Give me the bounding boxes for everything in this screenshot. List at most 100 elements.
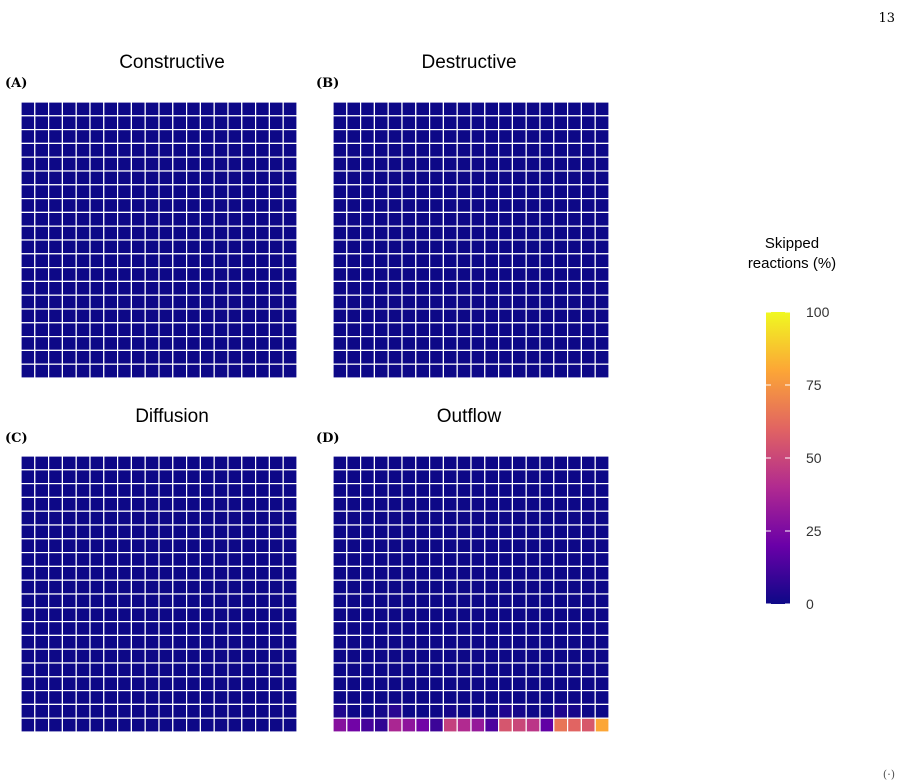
heatmap-cell	[484, 524, 500, 540]
heatmap-cell	[539, 336, 555, 352]
heatmap-cell	[456, 648, 472, 664]
heatmap-cell	[130, 170, 146, 186]
heatmap-cell	[34, 455, 50, 471]
heatmap-cell	[213, 170, 229, 186]
heatmap-cell	[525, 579, 541, 595]
heatmap-cell	[61, 551, 77, 567]
heatmap-cell	[144, 496, 160, 512]
heatmap-cell	[470, 101, 486, 117]
heatmap-cell	[186, 607, 202, 623]
heatmap-cell	[255, 662, 271, 678]
heatmap-cell	[387, 676, 403, 692]
heatmap-cell	[442, 469, 458, 485]
heatmap-cell	[594, 676, 610, 692]
heatmap-cell	[373, 593, 389, 609]
heatmap-cell	[525, 322, 541, 338]
heatmap-cell	[61, 308, 77, 324]
heatmap-cell	[241, 170, 257, 186]
heatmap-cell	[116, 510, 132, 526]
heatmap-cell	[387, 349, 403, 365]
heatmap-cell	[415, 607, 431, 623]
heatmap-cell	[61, 101, 77, 117]
heatmap-cell	[89, 198, 105, 214]
heatmap-cell	[429, 593, 445, 609]
heatmap-cell	[360, 184, 376, 200]
heatmap-cell	[360, 662, 376, 678]
heatmap-cell	[429, 689, 445, 705]
heatmap-cell	[373, 483, 389, 499]
heatmap-cell	[360, 349, 376, 365]
heatmap-cell	[484, 280, 500, 296]
heatmap-cell	[241, 211, 257, 227]
heatmap-cell	[20, 676, 36, 692]
heatmap-cell	[332, 689, 348, 705]
heatmap-cell	[401, 524, 417, 540]
heatmap-cell	[268, 280, 284, 296]
heatmap-cell	[268, 648, 284, 664]
heatmap-cell	[186, 349, 202, 365]
heatmap-cell	[429, 267, 445, 283]
heatmap-cell	[373, 253, 389, 269]
heatmap-cell	[158, 322, 174, 338]
heatmap-cell	[172, 538, 188, 554]
heatmap-cell	[199, 455, 215, 471]
heatmap-cell	[144, 198, 160, 214]
heatmap-cell	[553, 607, 569, 623]
heatmap-cell	[282, 211, 298, 227]
heatmap-cell	[484, 689, 500, 705]
heatmap-cell	[213, 620, 229, 636]
heatmap-cell	[20, 267, 36, 283]
heatmap-cell	[34, 253, 50, 269]
heatmap-cell	[525, 239, 541, 255]
heatmap-cell	[158, 496, 174, 512]
heatmap-cell	[566, 156, 582, 172]
heatmap-cell	[255, 225, 271, 241]
heatmap-cell	[373, 676, 389, 692]
heatmap-cell	[360, 634, 376, 650]
heatmap-cell	[580, 455, 596, 471]
heatmap-cell	[594, 336, 610, 352]
heatmap-cell	[498, 170, 514, 186]
heatmap-cell	[241, 322, 257, 338]
heatmap-cell	[116, 607, 132, 623]
heatmap-cell	[89, 363, 105, 379]
heatmap-cell	[213, 308, 229, 324]
heatmap-cell	[580, 156, 596, 172]
heatmap-cell	[89, 225, 105, 241]
heatmap-cell	[373, 496, 389, 512]
heatmap-cell	[566, 593, 582, 609]
heatmap-cell	[47, 676, 63, 692]
heatmap-cell	[442, 101, 458, 117]
heatmap-cell	[34, 565, 50, 581]
heatmap-cell	[566, 184, 582, 200]
heatmap-cell	[199, 156, 215, 172]
heatmap-cell	[401, 579, 417, 595]
heatmap-cell	[442, 620, 458, 636]
heatmap-cell	[282, 225, 298, 241]
heatmap-cell	[158, 676, 174, 692]
heatmap-cell	[172, 253, 188, 269]
heatmap-cell	[130, 225, 146, 241]
heatmap-cell	[144, 455, 160, 471]
panel-b: Destructive (B)	[316, 52, 610, 379]
heatmap-cell	[539, 496, 555, 512]
heatmap-cell	[566, 496, 582, 512]
heatmap-cell	[456, 579, 472, 595]
heatmap-cell	[34, 280, 50, 296]
legend-tick-label: 75	[806, 377, 822, 393]
panel-c-heatmap	[20, 455, 298, 733]
heatmap-cell	[255, 524, 271, 540]
heatmap-cell	[594, 198, 610, 214]
heatmap-cell	[498, 129, 514, 145]
heatmap-cell	[20, 593, 36, 609]
heatmap-cell	[346, 253, 362, 269]
heatmap-cell	[470, 510, 486, 526]
heatmap-cell	[401, 225, 417, 241]
heatmap-cell	[332, 253, 348, 269]
heatmap-cell	[484, 469, 500, 485]
heatmap-cell	[498, 253, 514, 269]
heatmap-cell	[227, 565, 243, 581]
heatmap-cell	[61, 579, 77, 595]
heatmap-cell	[415, 634, 431, 650]
heatmap-cell	[75, 225, 91, 241]
